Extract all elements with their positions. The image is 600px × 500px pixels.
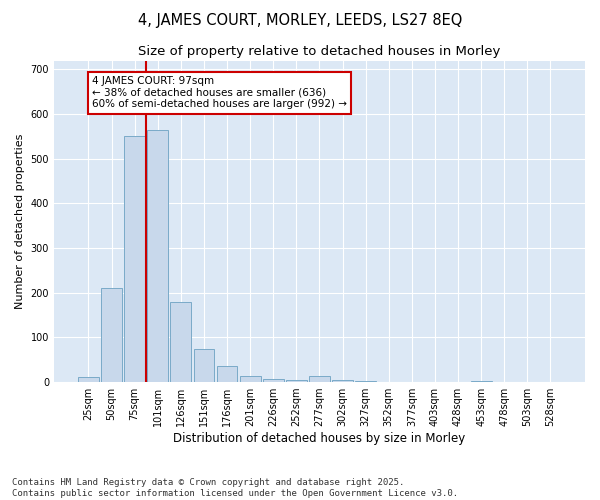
Text: 4 JAMES COURT: 97sqm
← 38% of detached houses are smaller (636)
60% of semi-deta: 4 JAMES COURT: 97sqm ← 38% of detached h… xyxy=(92,76,347,110)
Text: 4, JAMES COURT, MORLEY, LEEDS, LS27 8EQ: 4, JAMES COURT, MORLEY, LEEDS, LS27 8EQ xyxy=(138,12,462,28)
Bar xyxy=(332,380,353,382)
Y-axis label: Number of detached properties: Number of detached properties xyxy=(15,134,25,309)
Bar xyxy=(355,380,376,382)
Bar xyxy=(286,380,307,382)
Bar xyxy=(194,350,214,382)
X-axis label: Distribution of detached houses by size in Morley: Distribution of detached houses by size … xyxy=(173,432,466,445)
Bar xyxy=(101,288,122,382)
Bar xyxy=(170,302,191,382)
Bar xyxy=(78,376,99,382)
Title: Size of property relative to detached houses in Morley: Size of property relative to detached ho… xyxy=(138,45,500,58)
Bar xyxy=(240,376,260,382)
Bar xyxy=(471,380,491,382)
Bar xyxy=(124,136,145,382)
Text: Contains HM Land Registry data © Crown copyright and database right 2025.
Contai: Contains HM Land Registry data © Crown c… xyxy=(12,478,458,498)
Bar xyxy=(309,376,330,382)
Bar xyxy=(217,366,238,382)
Bar xyxy=(148,130,168,382)
Bar xyxy=(263,378,284,382)
